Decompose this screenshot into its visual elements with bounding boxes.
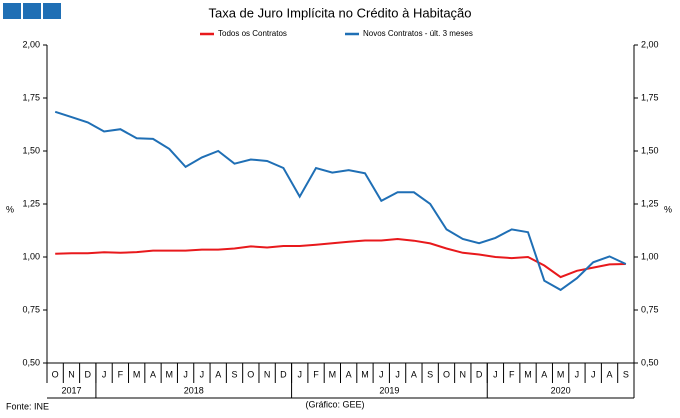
x-tick-label: O — [443, 369, 450, 379]
year-label: 2017 — [61, 385, 81, 395]
x-tick-label: F — [313, 369, 319, 379]
y-tick-label: 0,75 — [22, 304, 40, 314]
x-tick-label: S — [427, 369, 433, 379]
x-tick-label: J — [493, 369, 498, 379]
y2-tick-label: 1,75 — [641, 92, 659, 102]
legend-label: Novos Contratos - últ. 3 meses — [363, 29, 473, 38]
y-tick-label: 1,00 — [22, 251, 40, 261]
x-tick-label: O — [247, 369, 254, 379]
credit: (Gráfico: GEE) — [305, 399, 364, 409]
x-tick-label: D — [476, 369, 483, 379]
x-tick-label: A — [346, 369, 352, 379]
y-tick-label: 0,50 — [22, 357, 40, 367]
y2-tick-label: 0,75 — [641, 304, 659, 314]
y-tick-label: 1,75 — [22, 92, 40, 102]
x-tick-label: N — [264, 369, 271, 379]
x-tick-label: O — [52, 369, 59, 379]
x-tick-label: N — [460, 369, 467, 379]
x-tick-label: S — [232, 369, 238, 379]
x-tick-label: M — [524, 369, 532, 379]
x-tick-label: J — [395, 369, 400, 379]
x-tick-label: A — [215, 369, 221, 379]
x-tick-label: M — [361, 369, 369, 379]
y2-tick-label: 1,00 — [641, 251, 659, 261]
x-tick-label: A — [607, 369, 613, 379]
y2-axis-label: % — [664, 204, 672, 214]
year-label: 2018 — [184, 385, 204, 395]
x-tick-label: A — [541, 369, 547, 379]
x-tick-label: M — [133, 369, 141, 379]
x-tick-label: F — [509, 369, 515, 379]
y-tick-label: 2,00 — [22, 39, 40, 49]
x-tick-label: D — [85, 369, 92, 379]
x-tick-label: D — [280, 369, 287, 379]
x-tick-label: M — [166, 369, 174, 379]
year-label: 2020 — [551, 385, 571, 395]
series-line — [55, 237, 626, 279]
source: Fonte: INE — [6, 401, 49, 411]
logo-square — [43, 3, 61, 19]
x-tick-label: A — [411, 369, 417, 379]
series-line — [54, 110, 627, 292]
logo-square — [23, 3, 41, 19]
chart-title: Taxa de Juro Implícita no Crédito à Habi… — [208, 5, 471, 20]
year-label: 2019 — [379, 385, 399, 395]
x-tick-label: J — [575, 369, 580, 379]
legend-label: Todos os Contratos — [218, 29, 287, 38]
x-tick-label: N — [68, 369, 75, 379]
x-tick-label: J — [102, 369, 107, 379]
x-tick-label: J — [183, 369, 188, 379]
x-tick-label: J — [297, 369, 302, 379]
x-tick-label: J — [379, 369, 384, 379]
y-tick-label: 1,50 — [22, 145, 40, 155]
y-axis-label: % — [6, 204, 14, 214]
x-tick-label: J — [591, 369, 596, 379]
logo-square — [3, 3, 21, 19]
x-tick-label: S — [623, 369, 629, 379]
x-tick-label: F — [118, 369, 124, 379]
x-tick-label: M — [557, 369, 565, 379]
x-tick-label: J — [200, 369, 205, 379]
y2-tick-label: 1,50 — [641, 145, 659, 155]
y2-tick-label: 1,25 — [641, 198, 659, 208]
y2-tick-label: 2,00 — [641, 39, 659, 49]
x-tick-label: M — [329, 369, 337, 379]
y-tick-label: 1,25 — [22, 198, 40, 208]
y2-tick-label: 0,50 — [641, 357, 659, 367]
x-tick-label: A — [150, 369, 156, 379]
